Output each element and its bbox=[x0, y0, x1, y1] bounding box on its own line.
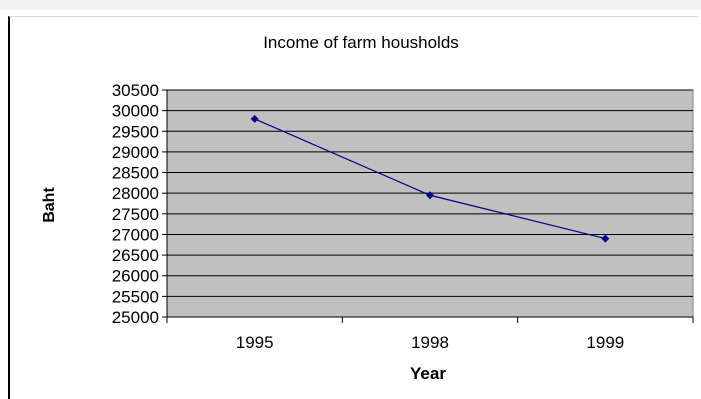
y-tick-label: 26000 bbox=[112, 267, 159, 286]
gridlines bbox=[167, 89, 693, 318]
y-tick-label: 28000 bbox=[112, 184, 159, 203]
x-axis-label: Year bbox=[410, 364, 446, 383]
y-tick-label: 27000 bbox=[112, 225, 159, 244]
plot-area bbox=[166, 89, 694, 318]
series-layer bbox=[250, 114, 610, 243]
x-tick-label: 1999 bbox=[586, 333, 624, 352]
y-tick-label: 30000 bbox=[112, 102, 159, 121]
chart-title: Income of farm housholds bbox=[263, 33, 459, 52]
data-point bbox=[601, 234, 610, 243]
x-tick-label: 1995 bbox=[236, 333, 274, 352]
y-tick-label: 28500 bbox=[112, 164, 159, 183]
x-axis-tick-labels: 1995 1998 1999 bbox=[236, 333, 624, 352]
y-tick-label: 29500 bbox=[112, 122, 159, 141]
data-point bbox=[426, 191, 434, 200]
y-tick-label: 27500 bbox=[112, 205, 159, 224]
y-tick-label: 26500 bbox=[112, 246, 159, 265]
y-tick-label: 25000 bbox=[112, 308, 159, 327]
y-tick-label: 29000 bbox=[112, 143, 159, 162]
y-axis-label: Baht bbox=[41, 187, 58, 223]
data-point bbox=[250, 114, 259, 123]
y-tick-label: 30500 bbox=[112, 81, 159, 100]
y-tick-label: 25500 bbox=[112, 287, 159, 306]
y-axis-ticks bbox=[162, 89, 167, 318]
x-tick-label: 1998 bbox=[411, 333, 449, 352]
x-axis-ticks bbox=[166, 317, 694, 323]
window-top-strip bbox=[0, 0, 701, 10]
